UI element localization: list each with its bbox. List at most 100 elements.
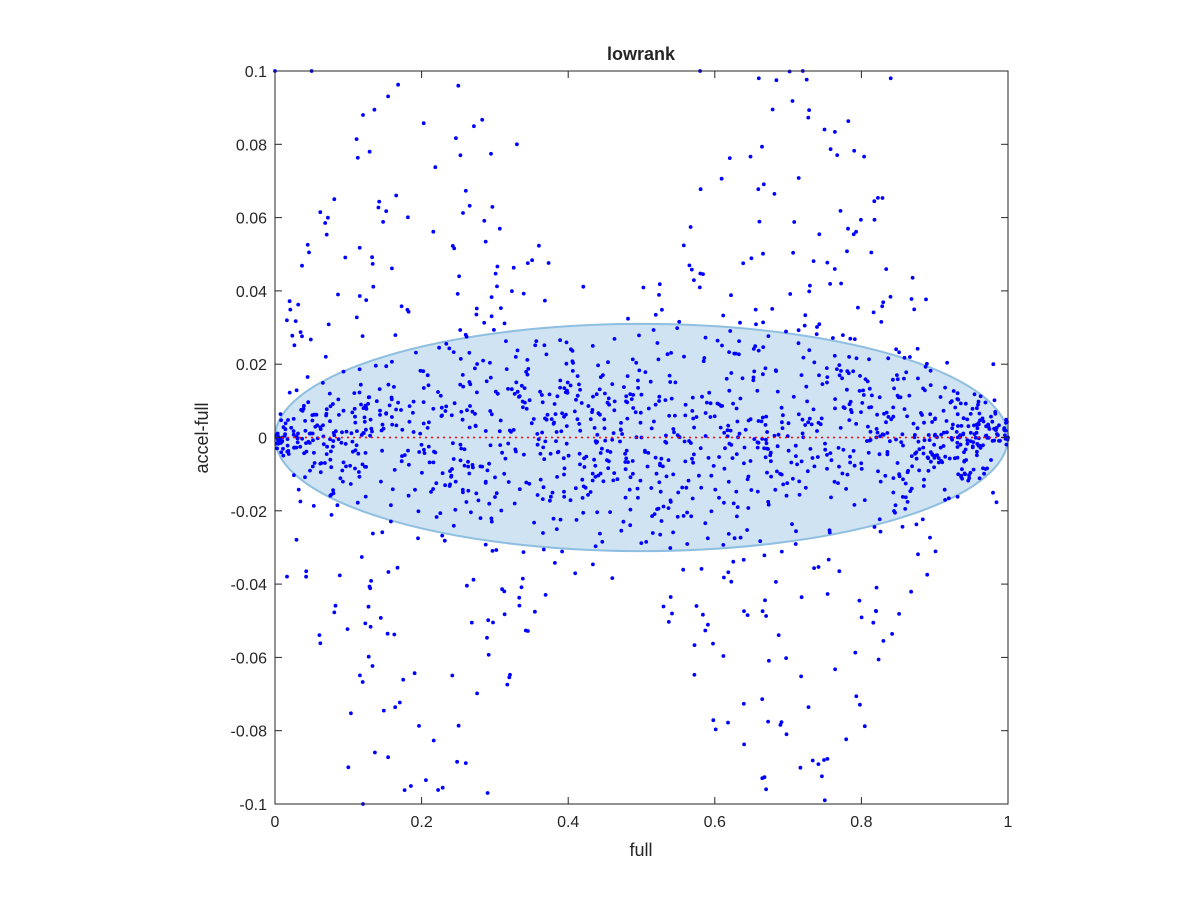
data-point [384, 411, 389, 416]
data-point [607, 402, 611, 407]
data-point [981, 419, 986, 424]
data-point [666, 620, 671, 624]
data-point [761, 345, 766, 349]
data-point [489, 314, 494, 319]
data-point [653, 312, 658, 317]
data-point [991, 362, 996, 367]
data-point [727, 156, 732, 161]
data-point [943, 498, 947, 502]
data-point [500, 450, 504, 455]
data-point [720, 343, 724, 348]
data-point [541, 445, 546, 450]
data-point [970, 406, 975, 411]
data-point [286, 452, 291, 456]
data-point [531, 417, 536, 421]
data-point [406, 448, 410, 453]
data-point [580, 496, 585, 500]
data-point [876, 469, 880, 474]
data-point [287, 390, 292, 395]
data-point [661, 464, 665, 469]
data-point [612, 337, 617, 341]
data-point [865, 379, 870, 384]
data-point [560, 411, 564, 416]
data-point [590, 478, 595, 483]
data-point [355, 429, 359, 433]
data-point [719, 176, 724, 181]
data-point [831, 336, 835, 340]
data-point [948, 400, 953, 405]
data-point [421, 369, 426, 374]
data-point [275, 431, 280, 436]
data-point [350, 439, 355, 444]
data-point [611, 431, 616, 435]
data-point [535, 493, 540, 497]
data-point [845, 249, 849, 254]
data-point [713, 487, 718, 492]
data-point [352, 391, 357, 395]
data-point [666, 506, 671, 510]
data-point [487, 461, 491, 466]
data-point [488, 443, 493, 448]
data-point [807, 108, 811, 112]
data-point [751, 375, 756, 380]
data-point [510, 289, 514, 293]
data-point [975, 426, 980, 431]
data-point [654, 471, 659, 476]
data-point [848, 336, 853, 341]
data-point [381, 220, 385, 224]
data-point [805, 399, 809, 404]
data-point [409, 784, 413, 788]
data-point [562, 466, 567, 471]
data-point [973, 435, 978, 440]
data-point [859, 615, 864, 620]
data-point [536, 437, 541, 442]
data-point [916, 439, 921, 444]
data-point [482, 320, 487, 325]
data-point [917, 447, 922, 452]
data-point [886, 356, 891, 361]
data-point [872, 199, 877, 204]
data-point [892, 509, 896, 513]
data-point [488, 375, 493, 380]
data-point [310, 418, 315, 423]
data-point [786, 448, 791, 453]
data-point [802, 323, 807, 328]
data-point [328, 457, 333, 462]
data-point [666, 458, 671, 462]
data-point [535, 442, 540, 447]
data-point [859, 217, 863, 222]
data-point [657, 394, 662, 399]
data-point [705, 536, 710, 541]
data-point [785, 481, 790, 485]
data-point [603, 391, 607, 396]
data-point [801, 355, 806, 360]
data-point [463, 761, 468, 765]
data-point [517, 394, 522, 398]
data-point [943, 454, 948, 459]
data-point [450, 467, 454, 471]
data-point [914, 456, 919, 461]
data-point [358, 382, 363, 387]
data-point [668, 498, 673, 503]
data-point [339, 440, 344, 445]
data-point [558, 385, 562, 390]
data-point [440, 533, 445, 538]
y-tick-label: 0.08 [236, 137, 267, 154]
data-point [839, 369, 843, 373]
data-point [489, 516, 494, 521]
data-point [715, 338, 720, 343]
data-point [972, 423, 976, 428]
data-point [958, 401, 963, 406]
data-point [901, 477, 905, 482]
data-point [488, 409, 493, 413]
data-point [878, 479, 883, 484]
data-point [469, 620, 474, 625]
data-point [467, 425, 472, 430]
data-point [473, 412, 477, 416]
data-point [300, 436, 304, 441]
data-point [328, 419, 332, 424]
data-point [881, 639, 886, 643]
data-point [746, 506, 751, 510]
data-point [884, 267, 889, 271]
data-point [304, 574, 308, 579]
